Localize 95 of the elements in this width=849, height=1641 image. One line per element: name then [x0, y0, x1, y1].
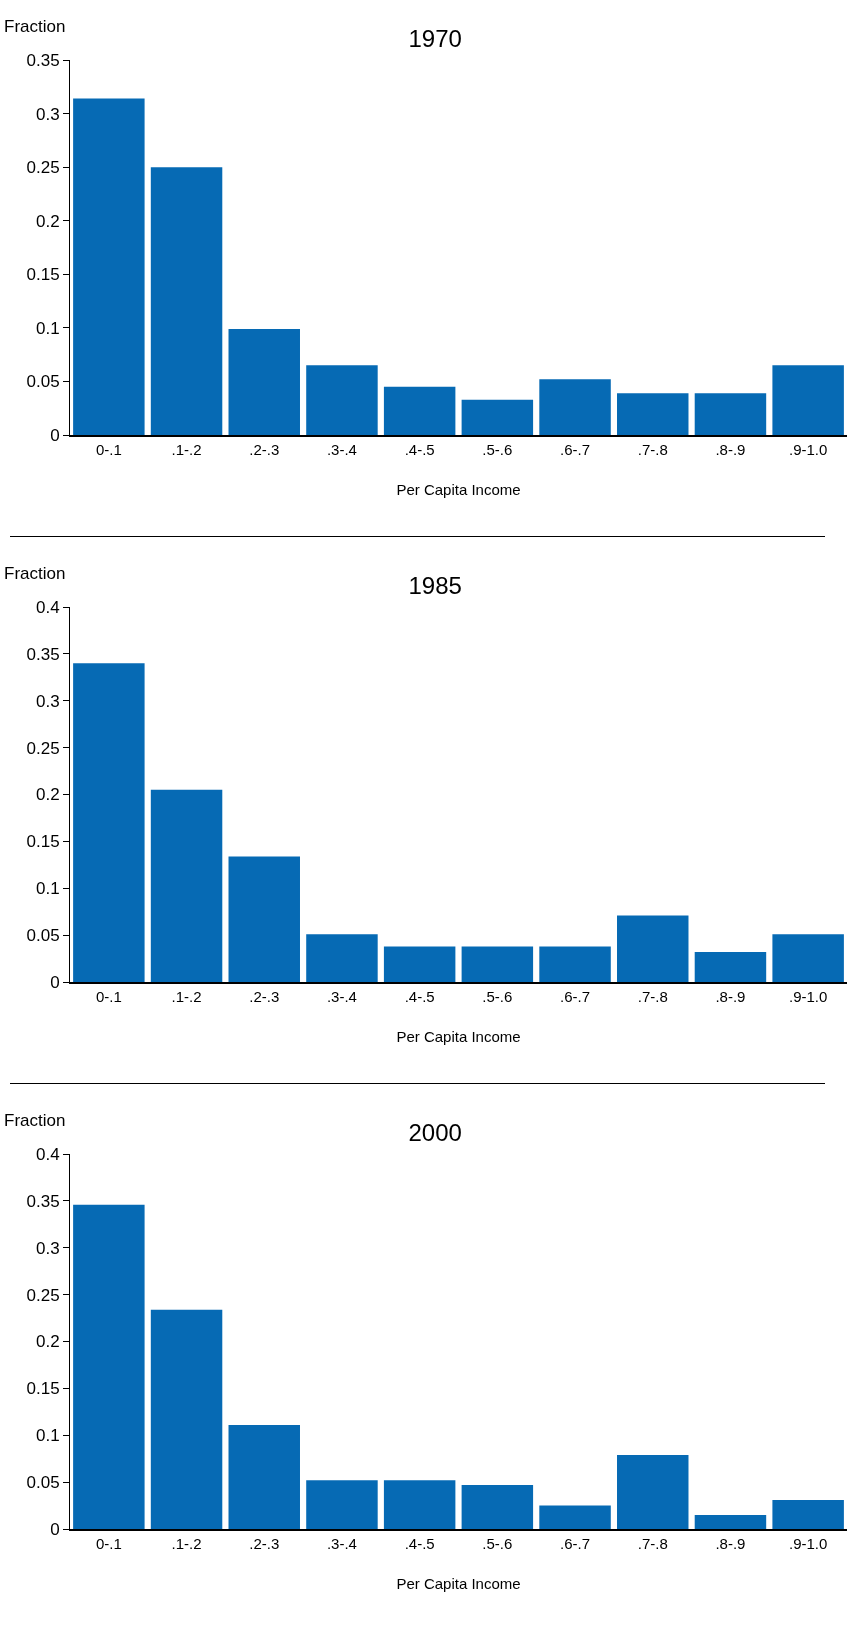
bar	[383, 946, 456, 982]
bar	[73, 663, 145, 982]
x-tick-label: .9-1.0	[788, 987, 828, 1005]
x-tick-label: .1-.2	[171, 987, 202, 1005]
x-tick-label: .2-.3	[249, 1534, 280, 1552]
bar	[306, 365, 378, 435]
y-tick-label: 0.25	[26, 158, 60, 178]
x-tick-label: .9-1.0	[788, 440, 828, 458]
x-tick-label: .8-.9	[715, 987, 746, 1005]
x-tick-label: 0-.1	[95, 440, 122, 458]
bar	[383, 1480, 456, 1529]
y-tick-label: 0.1	[35, 879, 60, 899]
chart-title: 1985	[408, 571, 462, 599]
bar	[539, 1505, 611, 1529]
y-tick-label: 0	[50, 1519, 60, 1539]
x-tick-label: .4-.5	[404, 440, 435, 458]
bar	[617, 393, 689, 435]
y-tick-label: 0.3	[35, 691, 60, 711]
chart-title: 1970	[408, 24, 462, 52]
x-tick-label: .5-.6	[482, 1534, 513, 1552]
bar	[150, 167, 223, 435]
x-tick-label: .2-.3	[249, 440, 280, 458]
bar	[461, 399, 534, 435]
x-tick-label: .4-.5	[404, 1534, 435, 1552]
x-tick-label: .5-.6	[482, 987, 513, 1005]
y-tick-label: 0.25	[26, 1285, 60, 1305]
bar	[617, 1454, 689, 1529]
y-tick-label: 0.2	[35, 785, 60, 805]
bar	[383, 386, 456, 435]
x-tick-label: .7-.8	[637, 440, 668, 458]
x-tick-label: .2-.3	[249, 987, 280, 1005]
bar	[461, 1484, 534, 1529]
x-tick-label: 0-.1	[95, 1534, 122, 1552]
bar	[306, 934, 378, 982]
x-tick-label: .3-.4	[326, 1534, 357, 1552]
x-tick-label: .6-.7	[560, 987, 591, 1005]
bar	[694, 393, 767, 435]
y-tick-label: 0.3	[35, 104, 60, 124]
bar	[772, 934, 844, 982]
y-tick-label: 0.2	[35, 1332, 60, 1352]
x-tick-label: .8-.9	[715, 440, 746, 458]
bar	[73, 98, 145, 435]
bar	[617, 915, 689, 982]
bar	[306, 1480, 378, 1529]
bar	[772, 365, 844, 435]
bar	[461, 946, 534, 982]
bar	[73, 1204, 145, 1529]
y-axis-title: Fraction	[4, 1111, 66, 1130]
x-tick-label: .7-.8	[637, 1534, 668, 1552]
bar	[694, 1514, 767, 1529]
y-tick-label: 0.35	[26, 644, 60, 664]
bar	[150, 789, 223, 982]
y-tick-label: 0.05	[26, 1473, 60, 1493]
chart-title: 2000	[408, 1118, 462, 1146]
y-tick-label: 0.1	[35, 318, 60, 338]
y-tick-label: 0.1	[35, 1426, 60, 1446]
y-tick-label: 0.15	[26, 265, 60, 285]
bar	[539, 946, 611, 982]
x-tick-label: .6-.7	[560, 1534, 591, 1552]
x-tick-label: .6-.7	[560, 440, 591, 458]
bar	[772, 1499, 844, 1529]
bar	[539, 379, 611, 435]
y-tick-label: 0.05	[26, 926, 60, 946]
bar	[228, 328, 300, 435]
y-tick-label: 0	[50, 425, 60, 445]
y-tick-label: 0.05	[26, 372, 60, 392]
x-tick-label: .1-.2	[171, 1534, 202, 1552]
x-axis-title: Per Capita Income	[396, 1575, 521, 1593]
x-axis-title: Per Capita Income	[396, 1028, 521, 1046]
x-tick-label: .1-.2	[171, 440, 202, 458]
x-tick-label: .3-.4	[326, 987, 357, 1005]
x-tick-label: .7-.8	[637, 987, 668, 1005]
x-tick-label: .9-1.0	[788, 1534, 828, 1552]
y-tick-label: 0.35	[26, 50, 60, 70]
bar	[228, 856, 300, 982]
y-tick-label: 0.35	[26, 1191, 60, 1211]
y-tick-label: 0.2	[35, 211, 60, 231]
y-tick-label: 0.15	[26, 832, 60, 852]
bar	[150, 1309, 223, 1529]
x-tick-label: 0-.1	[95, 987, 122, 1005]
y-tick-label: 0.3	[35, 1238, 60, 1258]
x-tick-label: .4-.5	[404, 987, 435, 1005]
y-tick-label: 0.4	[35, 597, 60, 617]
y-tick-label: 0.4	[35, 1144, 60, 1164]
y-tick-label: 0.15	[26, 1379, 60, 1399]
x-axis-title: Per Capita Income	[396, 481, 521, 499]
x-tick-label: .3-.4	[326, 440, 357, 458]
x-tick-label: .5-.6	[482, 440, 513, 458]
y-tick-label: 0.25	[26, 738, 60, 758]
y-axis-title: Fraction	[4, 17, 66, 36]
y-axis-title: Fraction	[4, 564, 66, 583]
y-tick-label: 0	[50, 972, 60, 992]
x-tick-label: .8-.9	[715, 1534, 746, 1552]
bar	[228, 1424, 300, 1529]
bar	[694, 952, 767, 982]
